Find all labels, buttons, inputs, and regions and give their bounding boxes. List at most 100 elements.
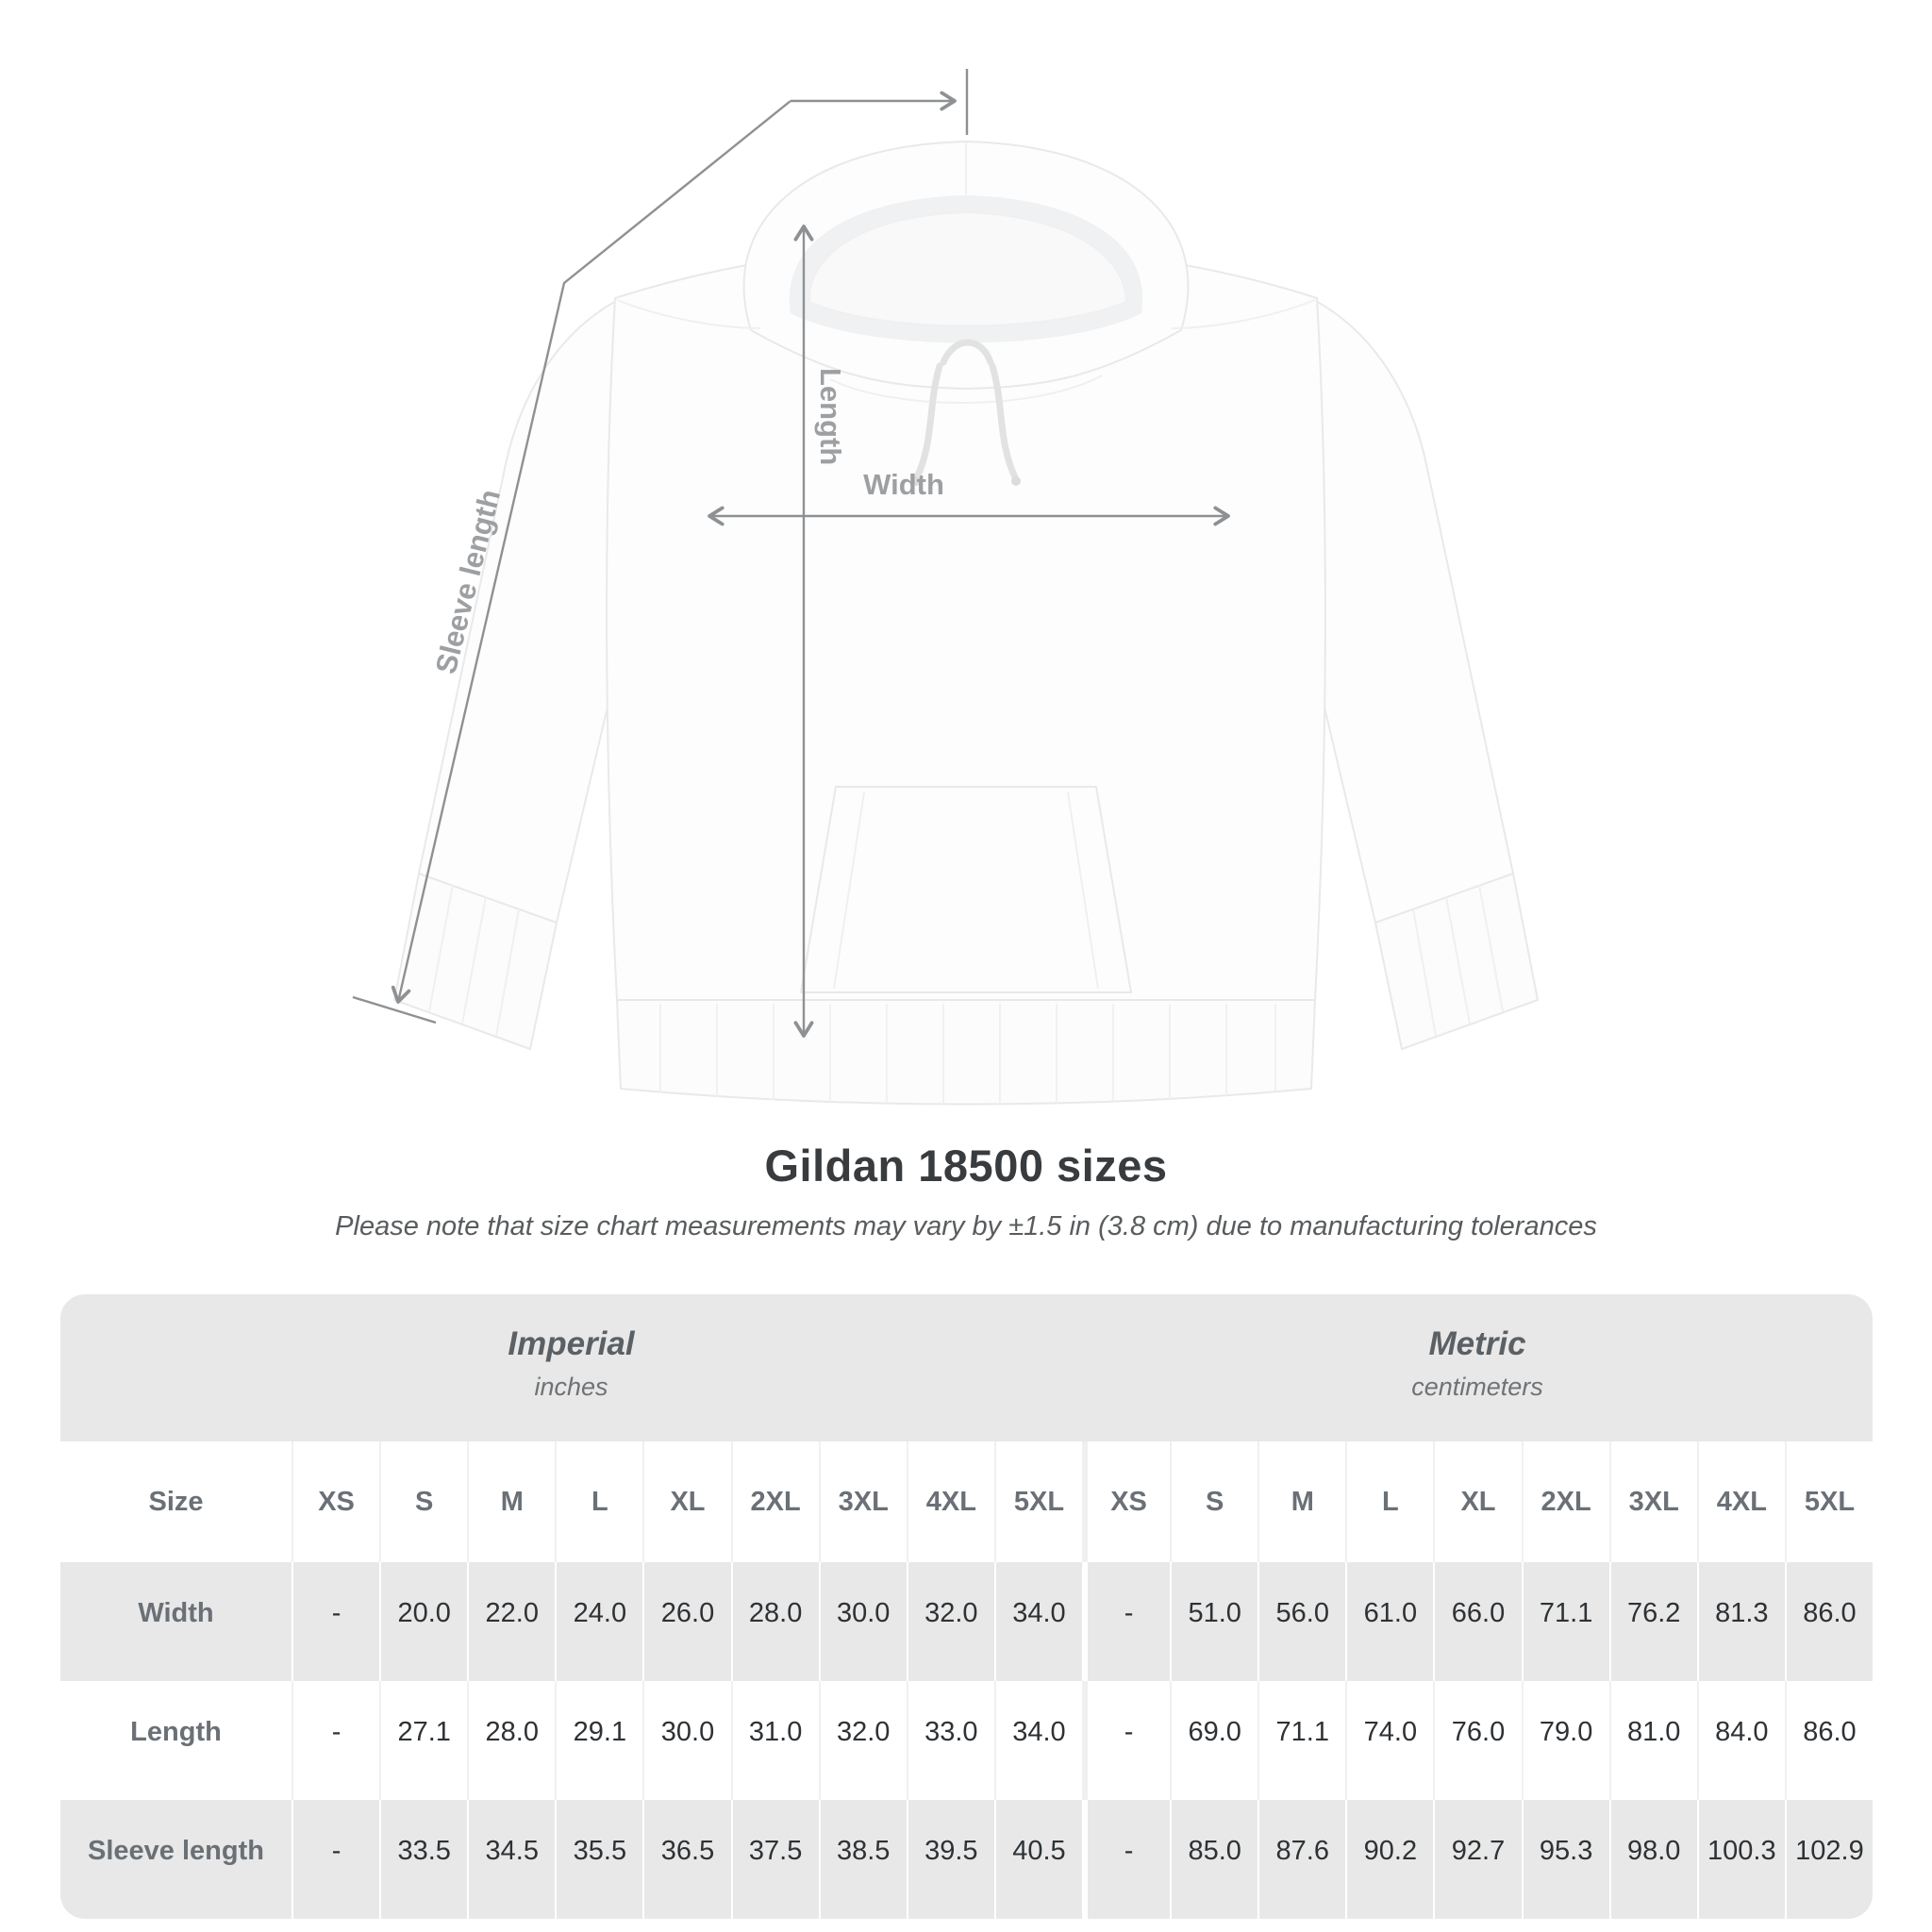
- table-cell: 30.0: [642, 1681, 730, 1800]
- size-column-header: 2XL: [730, 1441, 819, 1562]
- table-cell: 38.5: [818, 1800, 907, 1919]
- unit-group-name: Imperial: [508, 1324, 635, 1362]
- table-cell: -: [291, 1800, 379, 1919]
- drawstring-tip-right: [1011, 476, 1021, 486]
- table-cell: -: [291, 1681, 379, 1800]
- size-table: Imperial inches Metric centimeters Size …: [60, 1294, 1873, 1919]
- table-cell: 69.0: [1170, 1681, 1257, 1800]
- table-cell: 31.0: [730, 1681, 819, 1800]
- size-column-header: S: [1170, 1441, 1257, 1562]
- table-cell: -: [1082, 1681, 1170, 1800]
- table-row-sleeve-length: Sleeve length - 33.5 34.5 35.5 36.5 37.5…: [60, 1800, 1873, 1919]
- table-cell: 102.9: [1784, 1800, 1873, 1919]
- drawstring-tip-left: [911, 476, 921, 486]
- table-cell: 92.7: [1433, 1800, 1521, 1919]
- table-cell: 28.0: [730, 1562, 819, 1681]
- table-cell: 71.1: [1257, 1681, 1345, 1800]
- drawstring-right: [989, 362, 1019, 481]
- table-cell: 34.5: [467, 1800, 555, 1919]
- table-cell: 74.0: [1345, 1681, 1433, 1800]
- unit-group-unit: centimeters: [1411, 1372, 1543, 1401]
- table-cell: -: [291, 1562, 379, 1681]
- table-cell: 20.0: [379, 1562, 467, 1681]
- table-cell: 86.0: [1784, 1681, 1873, 1800]
- table-cell: 24.0: [555, 1562, 642, 1681]
- size-column-header: S: [379, 1441, 467, 1562]
- size-column-header: L: [1345, 1441, 1433, 1562]
- table-cell: 81.0: [1608, 1681, 1697, 1800]
- table-cell: 71.1: [1521, 1562, 1609, 1681]
- table-cell: 100.3: [1696, 1800, 1785, 1919]
- table-cell: -: [1082, 1800, 1170, 1919]
- table-cell: 79.0: [1521, 1681, 1609, 1800]
- table-cell: 84.0: [1696, 1681, 1785, 1800]
- row-label: Width: [138, 1597, 214, 1628]
- cuff-left: [393, 873, 558, 1050]
- table-cell: 28.0: [467, 1681, 555, 1800]
- size-column-header: XS: [1082, 1441, 1170, 1562]
- table-cell: 61.0: [1345, 1562, 1433, 1681]
- unit-group-metric: Metric centimeters: [1082, 1294, 1873, 1441]
- table-cell: 66.0: [1433, 1562, 1521, 1681]
- hem-band: [616, 999, 1316, 1106]
- unit-group-name: Metric: [1428, 1324, 1526, 1362]
- shoulder-seam-left: [616, 299, 761, 329]
- size-column-header: 3XL: [1608, 1441, 1697, 1562]
- table-cell: 34.0: [993, 1562, 1082, 1681]
- size-chart-subtitle: Please note that size chart measurements…: [335, 1211, 1597, 1241]
- table-cell: 51.0: [1170, 1562, 1257, 1681]
- table-cell: 56.0: [1257, 1562, 1345, 1681]
- row-label: Length: [130, 1716, 222, 1747]
- table-cell: 32.0: [818, 1681, 907, 1800]
- table-cell: 33.0: [906, 1681, 994, 1800]
- size-chart-title: Gildan 18500 sizes: [764, 1141, 1168, 1191]
- table-cell: 34.0: [993, 1681, 1082, 1800]
- sleeve-dimension-line: [391, 100, 791, 1004]
- size-column-header: XL: [642, 1441, 730, 1562]
- pocket-opening-right: [1067, 791, 1099, 990]
- width-label: Width: [863, 468, 944, 501]
- size-column-header: 4XL: [1696, 1441, 1785, 1562]
- cuff-right: [1374, 873, 1539, 1050]
- size-column-header: L: [555, 1441, 642, 1562]
- size-column-header: 4XL: [906, 1441, 994, 1562]
- row-label: Sleeve length: [88, 1835, 264, 1866]
- table-cell: 95.3: [1521, 1800, 1609, 1919]
- drawstring-loop: [940, 339, 994, 366]
- size-column-header: 5XL: [1784, 1441, 1873, 1562]
- table-cell: 40.5: [993, 1800, 1082, 1919]
- size-column-label: Size: [148, 1486, 204, 1517]
- table-cell: -: [1082, 1562, 1170, 1681]
- table-cell: 33.5: [379, 1800, 467, 1919]
- size-header-row: Size XS S M L XL 2XL 3XL 4XL 5XL XS S M …: [60, 1441, 1873, 1562]
- table-cell: 36.5: [642, 1800, 730, 1919]
- unit-group-unit: inches: [534, 1372, 608, 1401]
- unit-group-imperial: Imperial inches: [60, 1294, 1082, 1441]
- sleeve-dimension-tick-bottom: [352, 995, 437, 1024]
- table-cell: 22.0: [467, 1562, 555, 1681]
- size-column-header: XS: [291, 1441, 379, 1562]
- table-cell: 26.0: [642, 1562, 730, 1681]
- shoulder-seam-right: [1171, 299, 1316, 329]
- table-cell: 81.3: [1696, 1562, 1785, 1681]
- length-label: Length: [814, 368, 847, 465]
- table-cell: 32.0: [906, 1562, 994, 1681]
- size-column-header: 2XL: [1521, 1441, 1609, 1562]
- table-cell: 35.5: [555, 1800, 642, 1919]
- table-cell: 76.2: [1608, 1562, 1697, 1681]
- table-cell: 90.2: [1345, 1800, 1433, 1919]
- table-row-width: Width - 20.0 22.0 24.0 26.0 28.0 30.0 32…: [60, 1562, 1873, 1681]
- table-cell: 76.0: [1433, 1681, 1521, 1800]
- hoodie-illustration: Length Width Sleeve length: [352, 69, 1539, 1106]
- neckline-seam: [829, 375, 1103, 404]
- pocket-opening-left: [833, 791, 865, 990]
- size-column-header: M: [1257, 1441, 1345, 1562]
- size-column-header: XL: [1433, 1441, 1521, 1562]
- table-cell: 87.6: [1257, 1800, 1345, 1919]
- hood-lining: [808, 210, 1128, 327]
- table-cell: 37.5: [730, 1800, 819, 1919]
- kangaroo-pocket: [800, 786, 1132, 993]
- hem-ribbing: [659, 1004, 1276, 1104]
- table-cell: 39.5: [906, 1800, 994, 1919]
